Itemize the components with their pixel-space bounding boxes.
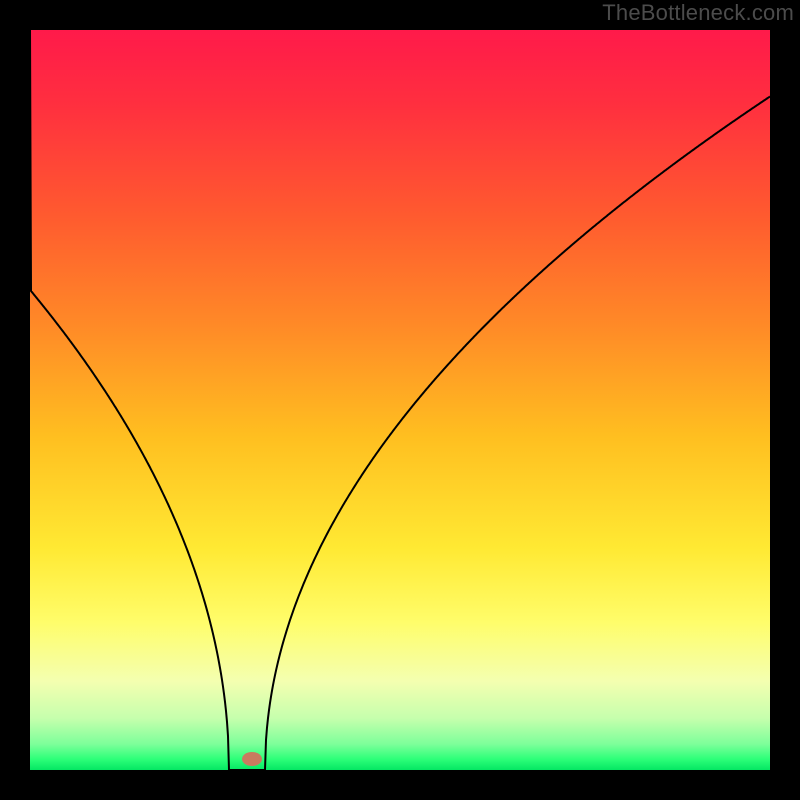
watermark-text: TheBottleneck.com xyxy=(602,0,794,26)
bottleneck-chart xyxy=(0,0,800,800)
plot-area xyxy=(30,30,770,770)
optimal-point-marker xyxy=(242,752,262,766)
chart-container: TheBottleneck.com xyxy=(0,0,800,800)
